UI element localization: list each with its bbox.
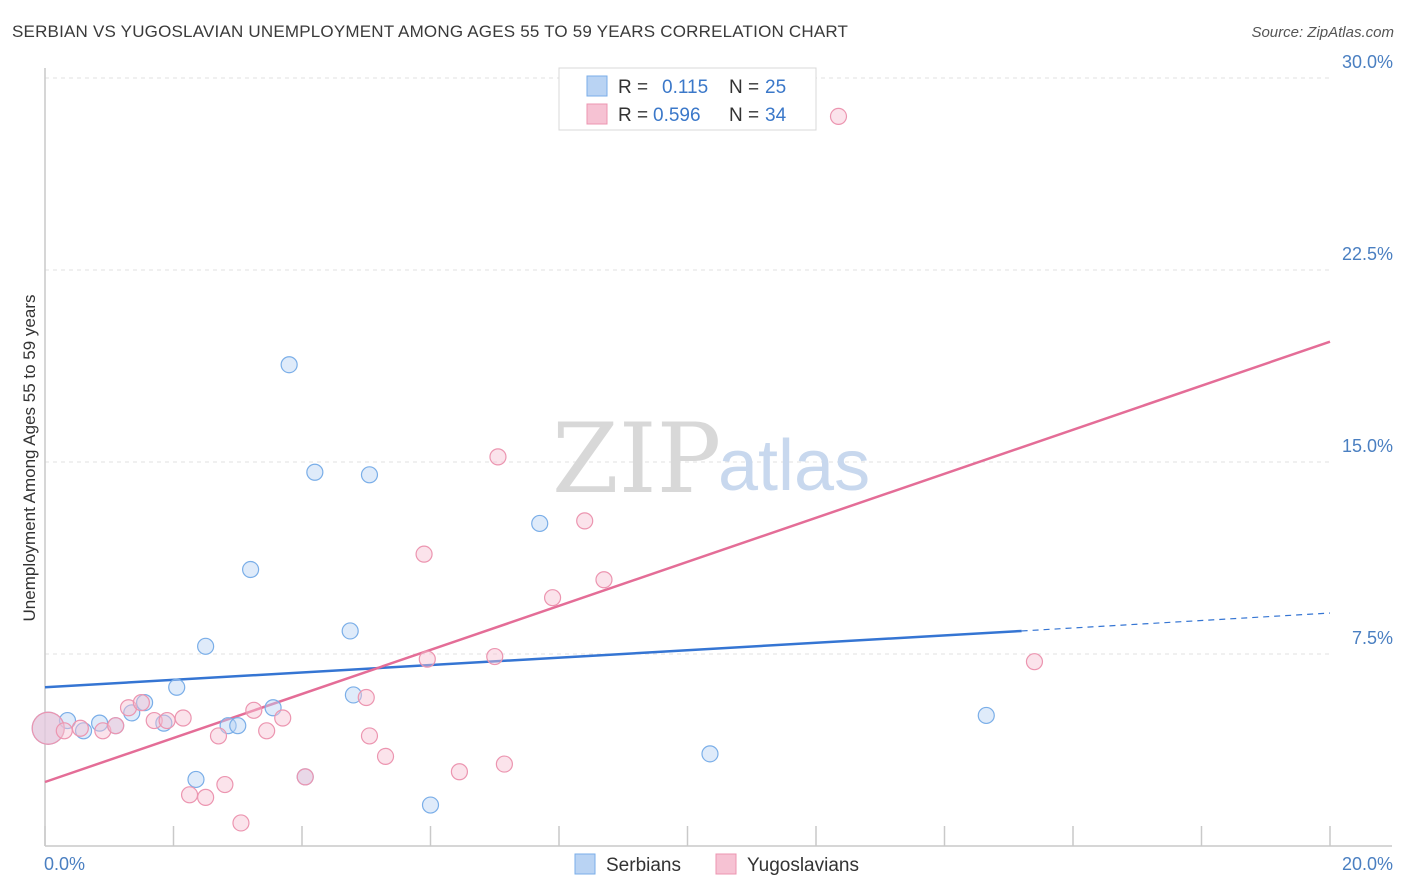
serbians-point <box>242 560 260 579</box>
serbians-trend-line <box>44 629 1022 689</box>
grid-layer <box>45 77 1330 655</box>
y-tick-label: 15.0% <box>1342 436 1393 456</box>
yugoslavians-point <box>595 571 613 589</box>
watermark-atlas: atlas <box>718 426 870 506</box>
serbians-point <box>306 463 324 481</box>
serbians-point <box>360 466 379 484</box>
yugoslavians-point <box>543 589 562 607</box>
yugoslavians-point <box>132 694 150 712</box>
points-layer <box>31 107 1044 832</box>
serbians-point <box>187 770 205 789</box>
yugoslavians-point <box>296 768 314 786</box>
legend-top-n-label-2: N = <box>729 105 759 126</box>
yugoslavians-point <box>55 722 73 740</box>
yugoslavians-point <box>258 722 276 740</box>
x-tick-label-min: 0.0% <box>44 854 85 874</box>
yugoslavians-point <box>232 814 250 832</box>
serbians-trend-extension <box>1021 612 1331 632</box>
chart-title: SERBIAN VS YUGOSLAVIAN UNEMPLOYMENT AMON… <box>12 22 849 41</box>
serbians-point <box>341 622 359 640</box>
y-tick-label: 30.0% <box>1342 52 1393 72</box>
serbians-point <box>701 745 719 763</box>
y-tick-label: 22.5% <box>1342 244 1393 264</box>
legend-top: R = 0.115 N = 25 R = 0.596 N = 34 <box>558 67 817 131</box>
yugoslavians-point <box>216 775 234 794</box>
yugoslavians-point <box>376 747 395 766</box>
yugoslavians-point <box>418 650 436 668</box>
yugoslavians-point <box>197 788 215 806</box>
yugoslavians-point <box>158 711 176 730</box>
serbians-point <box>229 717 247 735</box>
yugoslavians-point <box>94 722 112 740</box>
serbians-point <box>421 796 440 814</box>
legend-top-swatch-yugoslavians <box>586 103 608 125</box>
serbians-point <box>168 678 186 696</box>
yugoslavians-point <box>209 727 228 745</box>
serbians-point <box>280 356 298 374</box>
yugoslavians-point <box>71 719 89 737</box>
yugoslavians-point <box>145 711 163 730</box>
serbians-point <box>197 637 215 655</box>
serbians-point <box>155 714 173 732</box>
legend-label-serbians: Serbians <box>606 855 681 876</box>
yugoslavians-point <box>576 512 594 530</box>
yugoslavians-point <box>357 688 375 707</box>
yugoslavians-point <box>450 763 469 781</box>
yugoslavians-point <box>274 709 292 727</box>
yugoslavians-point <box>31 711 65 745</box>
chart-source: Source: ZipAtlas.com <box>1251 24 1394 41</box>
legend-top-n-value-1: 25 <box>765 77 786 98</box>
watermark: ZIP atlas <box>552 403 870 515</box>
legend-top-r-value-2: 0.596 <box>653 105 701 126</box>
yugoslavians-point <box>119 699 138 717</box>
yugoslavians-point <box>415 545 433 563</box>
legend-swatch-serbians <box>574 853 596 875</box>
x-tick-label-max: 20.0% <box>1342 854 1393 874</box>
yugoslavians-point <box>829 107 848 126</box>
legend-top-swatch-serbians <box>586 75 608 97</box>
yugoslavians-point <box>174 709 192 727</box>
yugoslavians-point <box>360 727 379 745</box>
legend-top-n-value-2: 34 <box>765 105 787 126</box>
legend-top-r-label-1: R = <box>618 77 648 98</box>
legend-swatch-yugoslavians <box>715 853 737 875</box>
serbians-point <box>531 514 549 533</box>
yugoslavians-point <box>486 647 504 666</box>
legend-top-n-label-1: N = <box>729 77 759 98</box>
yugoslavians-point <box>245 701 263 719</box>
serbians-point <box>977 706 995 725</box>
legend-bottom: Serbians Yugoslavians <box>574 853 859 876</box>
watermark-zip: ZIP <box>552 403 721 515</box>
serbians-point <box>74 722 93 740</box>
legend-top-r-label-2: R = <box>618 105 648 126</box>
y-tick-label: 7.5% <box>1352 628 1393 648</box>
legend-top-r-value-1: 0.115 <box>662 77 708 98</box>
legend-label-yugoslavians: Yugoslavians <box>747 855 859 876</box>
yugoslavians-trend-line <box>44 340 1331 784</box>
yugoslavians-point <box>180 786 199 804</box>
yugoslavians-point <box>107 717 125 735</box>
y-axis-title: Unemployment Among Ages 55 to 59 years <box>20 295 39 622</box>
yugoslavians-point <box>495 755 513 773</box>
serbians-point <box>344 686 362 704</box>
yugoslavians-point <box>489 448 507 466</box>
trend-layer <box>44 340 1331 784</box>
yugoslavians-point <box>1025 653 1044 671</box>
